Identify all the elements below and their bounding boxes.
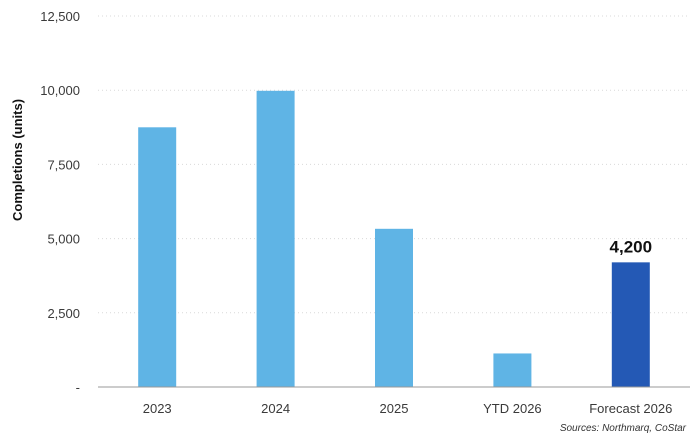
bar-forecast-2026 [611,262,650,387]
data-labels: 4,200 [610,237,653,256]
x-category-label: Forecast 2026 [589,401,672,416]
y-tick-label: 10,000 [40,83,80,98]
y-tick-label: 12,500 [40,9,80,24]
y-tick-label: 5,000 [47,232,80,247]
y-axis-ticks: - 2,500 5,000 7,500 10,000 12,500 [40,9,80,395]
x-axis-categories: 2023 2024 2025 YTD 2026 Forecast 2026 [143,401,673,416]
bar-ytd-2026 [493,353,532,387]
bar-2024 [256,90,295,387]
x-category-label: 2023 [143,401,172,416]
bar-2025 [375,228,413,387]
bar-data-label: 4,200 [610,237,653,256]
x-category-label: 2025 [380,401,409,416]
x-category-label: YTD 2026 [483,401,542,416]
y-tick-label: - [76,380,80,395]
bars [138,90,650,388]
source-note: Sources: Northmarq, CoStar [560,423,687,434]
y-axis-title: Completions (units) [10,99,25,221]
bar-2023 [138,127,177,388]
y-tick-label: 7,500 [47,157,80,172]
x-category-label: 2024 [261,401,290,416]
y-tick-label: 2,500 [47,306,80,321]
